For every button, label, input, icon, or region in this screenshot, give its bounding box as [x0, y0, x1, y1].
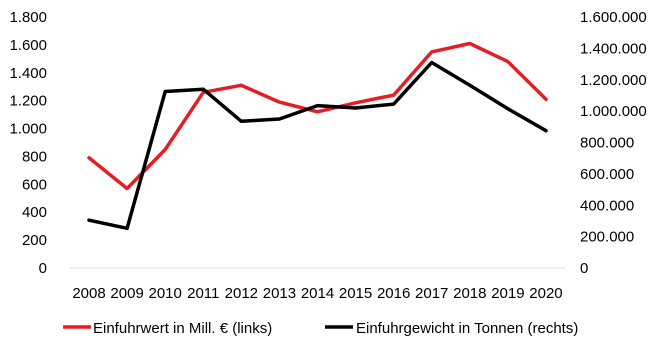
- data-point: [87, 156, 91, 160]
- x-tick-label: 2012: [225, 285, 258, 302]
- right-tick-label: 600.000: [580, 166, 634, 183]
- x-tick-label: 2013: [263, 285, 296, 302]
- legend-label-einfuhrwert: Einfuhrwert in Mill. € (links): [93, 320, 272, 337]
- data-point: [354, 106, 358, 110]
- data-point: [430, 60, 434, 64]
- right-tick-label: 1.000.000: [580, 103, 647, 120]
- left-tick-label: 1.200: [9, 93, 47, 110]
- right-tick-label: 400.000: [580, 197, 634, 214]
- left-tick-label: 400: [22, 204, 47, 221]
- x-tick-label: 2017: [415, 285, 448, 302]
- x-tick-label: 2010: [149, 285, 182, 302]
- data-point: [506, 60, 510, 64]
- data-point: [239, 119, 243, 123]
- x-axis-tick-labels: 2008 2009 2010 2011 2012 2013 2014 2015 2016 2017…: [72, 285, 562, 302]
- right-axis-tick-labels: 0 200.000 400.000 600.000 800.000 1.000.000 1.…: [580, 9, 647, 277]
- data-point: [163, 147, 167, 151]
- data-point: [277, 117, 281, 121]
- x-tick-label: 2008: [72, 285, 105, 302]
- x-tick-label: 2018: [453, 285, 486, 302]
- x-tick-label: 2015: [339, 285, 372, 302]
- left-tick-label: 0: [39, 260, 47, 277]
- x-tick-label: 2014: [301, 285, 334, 302]
- data-point: [163, 90, 167, 94]
- einfuhrgewicht-line: [87, 60, 548, 231]
- left-tick-label: 1.800: [9, 9, 47, 26]
- right-tick-label: 1.400.000: [580, 40, 647, 57]
- data-point: [468, 83, 472, 87]
- data-point: [392, 102, 396, 106]
- right-tick-label: 1.600.000: [580, 9, 647, 26]
- right-tick-label: 800.000: [580, 135, 634, 152]
- x-tick-label: 2020: [529, 285, 562, 302]
- left-axis-tick-labels: 0 200 400 600 800 1.000 1.200 1.400 1.600 1.800: [9, 9, 47, 277]
- right-tick-label: 1.200.000: [580, 72, 647, 89]
- left-tick-label: 800: [22, 148, 47, 165]
- left-tick-label: 1.000: [9, 121, 47, 138]
- series-lines: [87, 41, 548, 231]
- data-point: [239, 83, 243, 87]
- left-tick-label: 200: [22, 232, 47, 249]
- right-tick-label: 0: [580, 260, 588, 277]
- data-point: [87, 218, 91, 222]
- data-point: [277, 100, 281, 104]
- data-point: [201, 87, 205, 91]
- left-tick-label: 600: [22, 176, 47, 193]
- legend: Einfuhrwert in Mill. € (links) Einfuhrge…: [63, 320, 578, 337]
- right-tick-label: 200.000: [580, 229, 634, 246]
- x-tick-label: 2016: [377, 285, 410, 302]
- data-point: [125, 187, 129, 191]
- data-point: [316, 110, 319, 114]
- x-tick-label: 2019: [491, 285, 524, 302]
- left-tick-label: 1.400: [9, 65, 47, 82]
- data-point: [316, 104, 319, 108]
- data-point: [468, 41, 472, 45]
- data-point: [506, 107, 510, 111]
- data-point: [392, 93, 396, 97]
- data-point: [544, 97, 548, 101]
- x-tick-label: 2011: [187, 285, 219, 302]
- data-point: [430, 50, 434, 54]
- data-point: [354, 101, 358, 105]
- data-point: [544, 129, 548, 133]
- x-tick-label: 2009: [110, 285, 143, 302]
- data-point: [125, 226, 129, 230]
- left-tick-label: 1.600: [9, 37, 47, 54]
- legend-label-einfuhrgewicht: Einfuhrgewicht in Tonnen (rechts): [356, 320, 578, 337]
